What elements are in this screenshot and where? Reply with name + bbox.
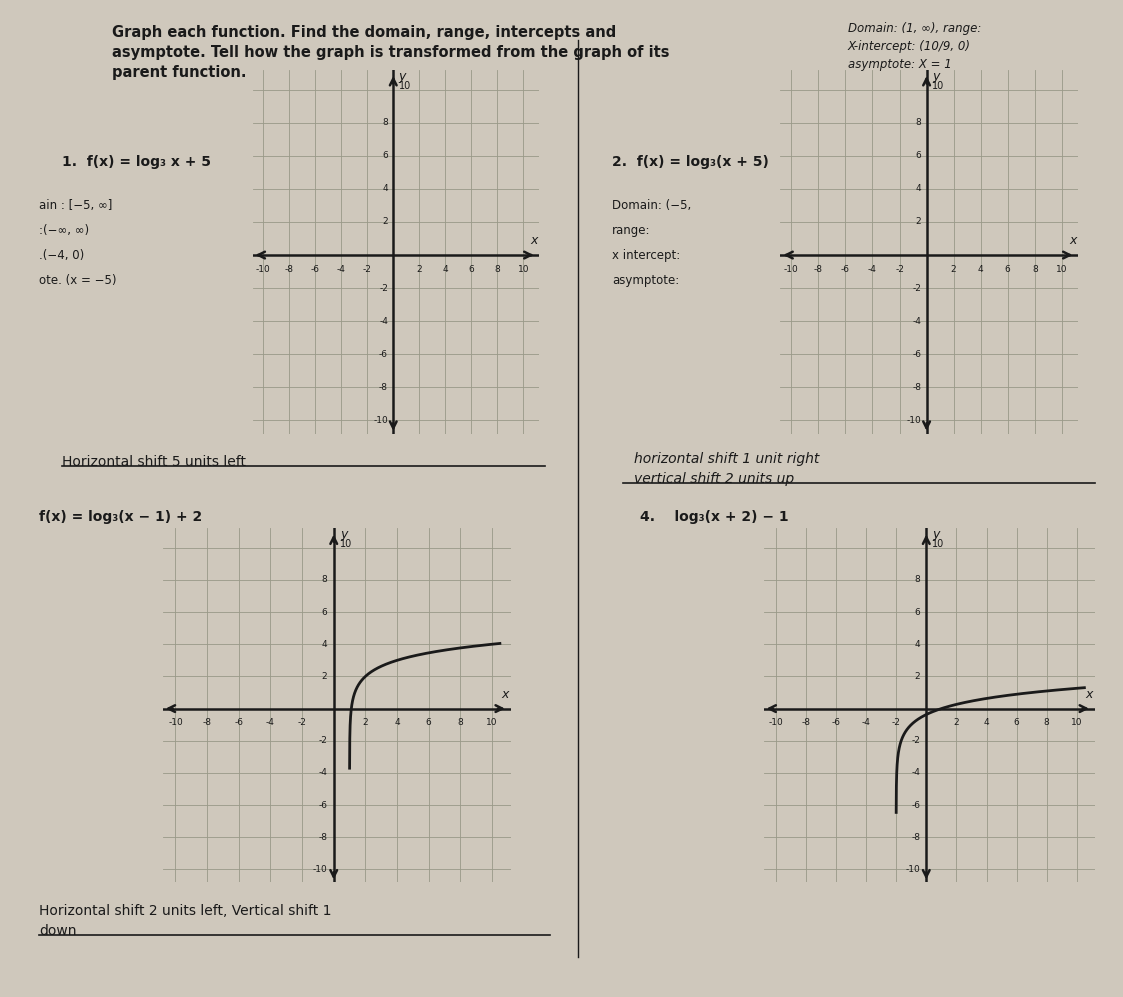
Text: Domain: (1, ∞), range:
X-intercept: (10/9, 0)
asymptote: X = 1: Domain: (1, ∞), range: X-intercept: (10/… (848, 22, 982, 71)
Text: ain : [−5, ∞]: ain : [−5, ∞] (39, 199, 112, 212)
Text: 10: 10 (932, 82, 944, 92)
Text: -2: -2 (363, 265, 372, 274)
Text: 10: 10 (518, 265, 529, 274)
Text: -8: -8 (911, 832, 920, 841)
Text: 4.    log₃(x + 2) − 1: 4. log₃(x + 2) − 1 (640, 510, 788, 524)
Text: -2: -2 (319, 736, 328, 746)
Text: -2: -2 (912, 283, 921, 293)
Text: -8: -8 (802, 718, 811, 727)
Text: 1.  f(x) = log₃ x + 5: 1. f(x) = log₃ x + 5 (62, 155, 211, 168)
Text: asymptote:: asymptote: (612, 274, 679, 287)
Text: 6: 6 (468, 265, 474, 274)
Text: 4: 4 (915, 184, 921, 193)
Text: -4: -4 (912, 317, 921, 326)
Text: -2: -2 (298, 718, 307, 727)
Text: 2: 2 (953, 718, 959, 727)
Text: 10: 10 (932, 539, 944, 549)
Text: 2: 2 (915, 217, 921, 226)
Text: -6: -6 (380, 350, 389, 359)
Text: -10: -10 (906, 416, 921, 425)
Text: 6: 6 (1005, 265, 1011, 274)
Text: -8: -8 (814, 265, 823, 274)
Text: -4: -4 (912, 769, 920, 778)
Text: y: y (932, 70, 939, 83)
Text: Horizontal shift 5 units left: Horizontal shift 5 units left (62, 455, 246, 469)
Text: -2: -2 (912, 736, 920, 746)
Text: 2: 2 (914, 672, 920, 681)
Text: 8: 8 (915, 119, 921, 128)
Text: -4: -4 (868, 265, 877, 274)
Text: -6: -6 (311, 265, 320, 274)
Text: 2: 2 (322, 672, 328, 681)
Text: -6: -6 (911, 801, 920, 810)
Text: -2: -2 (895, 265, 904, 274)
Text: -10: -10 (256, 265, 271, 274)
Text: -10: -10 (312, 865, 328, 874)
Text: Horizontal shift 2 units left, Vertical shift 1: Horizontal shift 2 units left, Vertical … (39, 904, 331, 918)
Text: -4: -4 (319, 769, 328, 778)
Text: 10: 10 (1071, 718, 1083, 727)
Text: horizontal shift 1 unit right: horizontal shift 1 unit right (634, 452, 820, 466)
Text: 6: 6 (914, 607, 920, 616)
Text: -4: -4 (380, 317, 389, 326)
Text: -6: -6 (912, 350, 921, 359)
Text: x intercept:: x intercept: (612, 249, 681, 262)
Text: -8: -8 (912, 383, 921, 392)
Text: -6: -6 (319, 801, 328, 810)
Text: 8: 8 (1032, 265, 1038, 274)
Text: -6: -6 (841, 265, 850, 274)
Text: -4: -4 (337, 265, 346, 274)
Text: -2: -2 (892, 718, 901, 727)
Text: ote. (x = −5): ote. (x = −5) (39, 274, 117, 287)
Text: 10: 10 (340, 539, 353, 549)
Text: -8: -8 (380, 383, 389, 392)
Text: x: x (1069, 233, 1076, 247)
Text: 8: 8 (321, 575, 328, 584)
Text: 6: 6 (426, 718, 431, 727)
Text: 2.  f(x) = log₃(x + 5): 2. f(x) = log₃(x + 5) (612, 155, 769, 168)
Text: -10: -10 (168, 718, 183, 727)
Text: y: y (340, 528, 347, 541)
Text: vertical shift 2 units up: vertical shift 2 units up (634, 472, 795, 486)
Text: 8: 8 (1044, 718, 1050, 727)
Text: 10: 10 (399, 82, 411, 92)
Text: -4: -4 (266, 718, 275, 727)
Text: 6: 6 (321, 607, 328, 616)
Text: x: x (501, 688, 509, 701)
Text: -6: -6 (831, 718, 840, 727)
Text: 6: 6 (382, 152, 389, 161)
Text: -6: -6 (235, 718, 244, 727)
Text: Domain: (−5,: Domain: (−5, (612, 199, 692, 212)
Text: 4: 4 (978, 265, 984, 274)
Text: 2: 2 (363, 718, 368, 727)
Text: -8: -8 (202, 718, 211, 727)
Text: y: y (399, 70, 405, 83)
Text: Graph each function. Find the domain, range, intercepts and
asymptote. Tell how : Graph each function. Find the domain, ra… (112, 25, 669, 80)
Text: 8: 8 (914, 575, 920, 584)
Text: 4: 4 (383, 184, 389, 193)
Text: 4: 4 (442, 265, 448, 274)
Text: 2: 2 (383, 217, 389, 226)
Text: -10: -10 (905, 865, 920, 874)
Text: 2: 2 (417, 265, 422, 274)
Text: 4: 4 (984, 718, 989, 727)
Text: 4: 4 (394, 718, 400, 727)
Text: -8: -8 (284, 265, 293, 274)
Text: -2: -2 (380, 283, 389, 293)
Text: 8: 8 (382, 119, 389, 128)
Text: y: y (932, 528, 940, 541)
Text: -8: -8 (319, 832, 328, 841)
Text: x: x (530, 233, 538, 247)
Text: .(−4, 0): .(−4, 0) (39, 249, 84, 262)
Text: f(x) = log₃(x − 1) + 2: f(x) = log₃(x − 1) + 2 (39, 510, 202, 524)
Text: x: x (1085, 688, 1093, 701)
Text: :(−∞, ∞): :(−∞, ∞) (39, 224, 90, 237)
Text: -10: -10 (784, 265, 798, 274)
Text: -10: -10 (373, 416, 389, 425)
Text: 4: 4 (322, 640, 328, 649)
Text: 6: 6 (915, 152, 921, 161)
Text: 8: 8 (494, 265, 500, 274)
Text: down: down (39, 924, 76, 938)
Text: -4: -4 (861, 718, 870, 727)
Text: 8: 8 (457, 718, 463, 727)
